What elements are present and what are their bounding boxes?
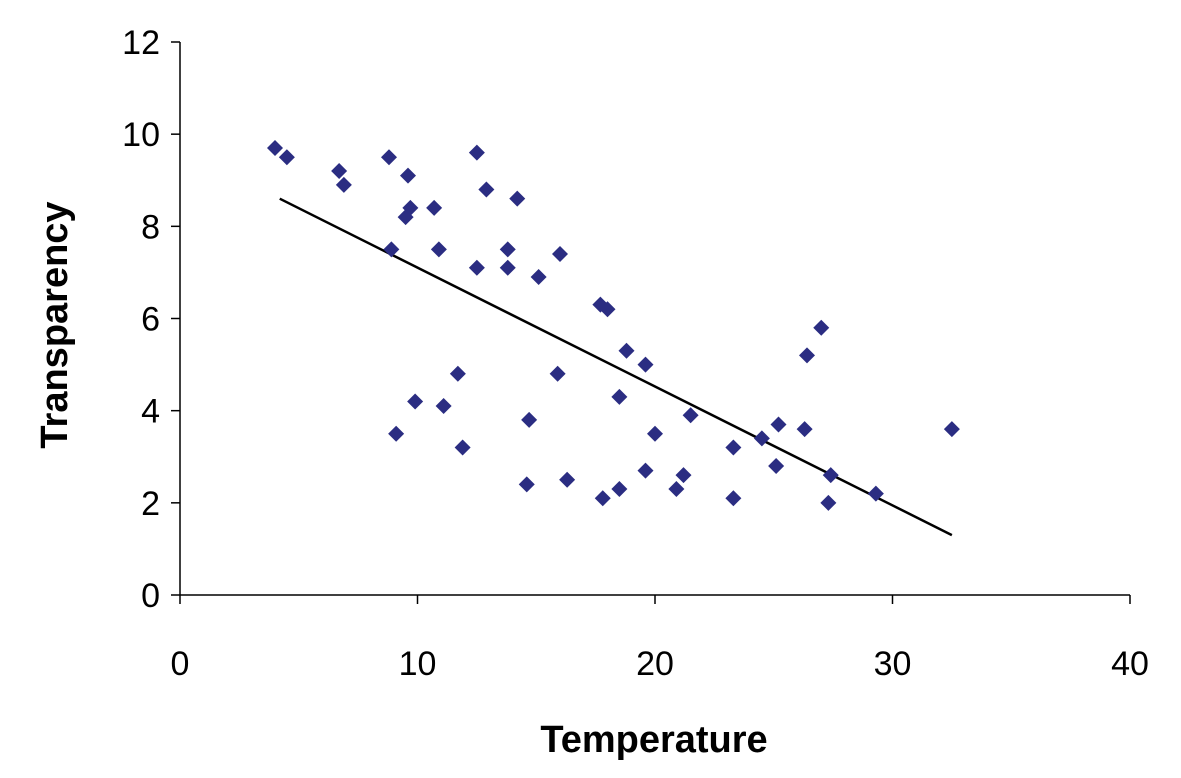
data-point xyxy=(331,163,348,180)
data-point xyxy=(682,407,699,424)
data-point xyxy=(611,388,628,405)
data-point xyxy=(943,421,960,438)
data-point xyxy=(521,411,538,428)
data-point xyxy=(725,439,742,456)
data-point xyxy=(820,494,837,511)
x-tick-label: 10 xyxy=(399,645,437,683)
data-point xyxy=(799,347,815,364)
data-point xyxy=(430,241,447,258)
data-point xyxy=(552,245,568,262)
data-point xyxy=(388,425,405,442)
data-point xyxy=(468,144,485,161)
y-axis-title: Transparency xyxy=(34,201,76,448)
data-point xyxy=(509,190,526,207)
data-point xyxy=(468,259,485,276)
data-point xyxy=(499,241,516,258)
data-point xyxy=(449,365,466,382)
y-tick-label: 8 xyxy=(141,208,160,246)
data-point xyxy=(397,209,414,226)
x-axis-title: Temperature xyxy=(540,719,767,761)
data-point xyxy=(383,241,400,258)
data-point xyxy=(813,319,830,336)
data-point xyxy=(518,476,535,493)
x-tick-label: 0 xyxy=(171,645,190,683)
data-point xyxy=(822,467,839,484)
points-layer xyxy=(267,139,960,511)
y-tick-label: 12 xyxy=(122,24,160,62)
data-point xyxy=(400,167,416,184)
data-point xyxy=(599,301,616,318)
x-tick-label: 30 xyxy=(874,645,912,683)
data-point xyxy=(549,365,566,382)
data-point xyxy=(335,176,352,193)
data-point xyxy=(530,269,547,286)
y-tick-label: 2 xyxy=(141,485,160,523)
data-point xyxy=(725,490,742,507)
data-point xyxy=(770,416,787,433)
data-point xyxy=(559,471,576,488)
data-point xyxy=(867,485,884,502)
data-point xyxy=(637,462,654,479)
data-point xyxy=(796,421,813,438)
data-point xyxy=(611,481,628,498)
data-point xyxy=(594,490,611,507)
y-tick-label: 0 xyxy=(141,577,160,615)
y-tick-label: 4 xyxy=(141,393,160,431)
data-point xyxy=(618,342,635,359)
data-point xyxy=(381,149,397,166)
data-point xyxy=(668,481,685,498)
data-point xyxy=(435,398,452,415)
y-tick-label: 10 xyxy=(122,116,160,154)
data-point xyxy=(278,149,295,166)
x-tick-label: 20 xyxy=(636,645,674,683)
data-point xyxy=(768,457,785,474)
data-point xyxy=(499,259,516,276)
data-point xyxy=(675,467,692,484)
data-point xyxy=(426,199,443,216)
data-point xyxy=(454,439,471,456)
data-point xyxy=(753,430,770,447)
data-point xyxy=(478,181,495,198)
axes: 0 2 4 6 8 10 12 0 10 20 30 40 xyxy=(122,24,1149,683)
y-tick-label: 6 xyxy=(141,301,160,339)
data-point xyxy=(407,393,424,410)
x-tick-label: 40 xyxy=(1111,645,1149,683)
data-point xyxy=(647,425,663,442)
data-point xyxy=(637,356,654,373)
data-point xyxy=(267,139,283,156)
